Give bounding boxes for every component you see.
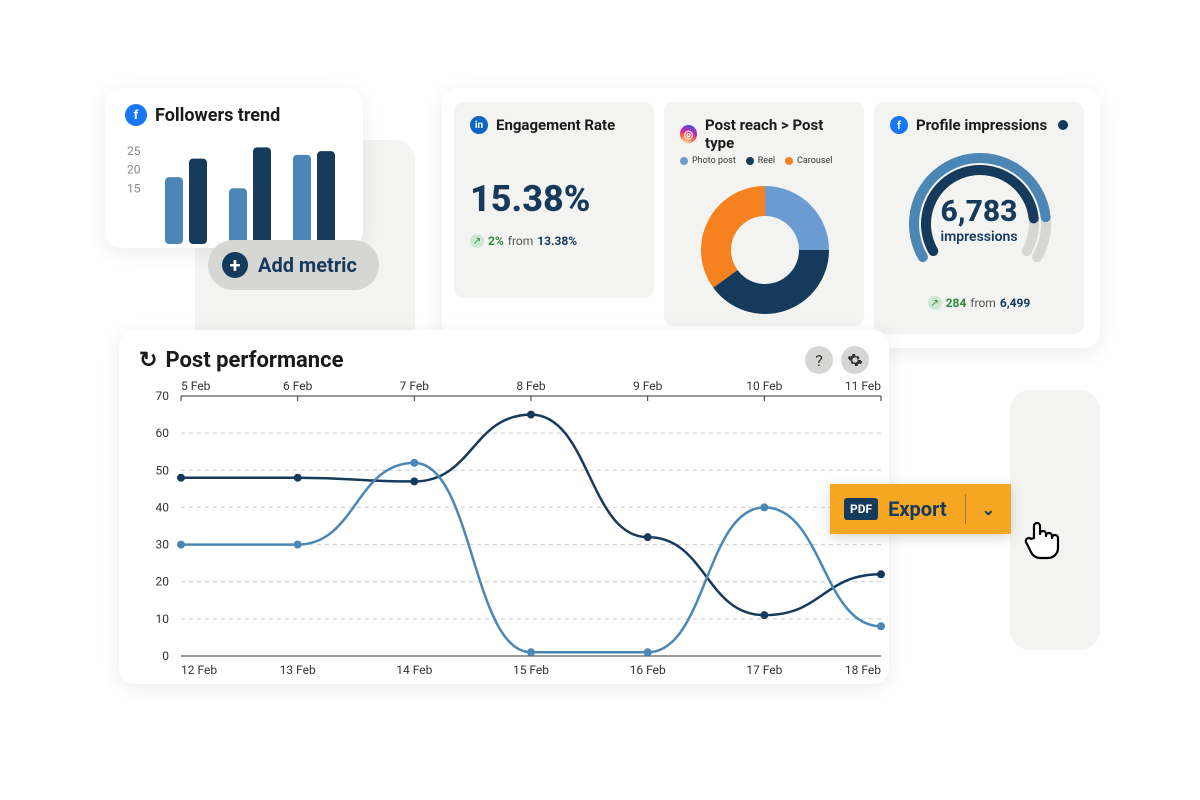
engagement-rate-card: in Engagement Rate 15.38% ↗ 2% from 13.3… — [454, 102, 654, 298]
svg-text:70: 70 — [156, 389, 170, 403]
gear-icon — [847, 352, 863, 368]
export-label: Export — [888, 497, 965, 521]
impressions-value: 6,783 — [890, 194, 1068, 229]
impressions-delta: ↗ 284 from 6,499 — [890, 296, 1068, 310]
engagement-delta: ↗ 2% from 13.38% — [470, 234, 638, 248]
settings-button[interactable] — [841, 346, 869, 374]
post-reach-legend: Photo postReelCarousel — [680, 156, 848, 166]
svg-text:11 Feb: 11 Feb — [845, 379, 881, 393]
post-reach-title: ◎ Post reach > Post type — [680, 116, 848, 152]
post-reach-card: ◎ Post reach > Post type Photo postReelC… — [664, 102, 864, 326]
engagement-value: 15.38% — [470, 178, 638, 220]
add-metric-button[interactable]: + Add metric — [208, 240, 379, 290]
facebook-icon: f — [890, 116, 908, 134]
svg-text:15: 15 — [127, 181, 141, 195]
engagement-title: in Engagement Rate — [470, 116, 638, 134]
svg-text:5 Feb: 5 Feb — [181, 379, 211, 393]
instagram-icon: ◎ — [680, 125, 697, 143]
post-performance-title: ↻ Post performance — [139, 348, 343, 373]
svg-text:20: 20 — [156, 575, 170, 589]
loop-icon: ↻ — [139, 348, 157, 373]
chevron-down-icon[interactable]: ⌄ — [966, 500, 1011, 519]
profile-impressions-card: f Profile impressions 6,783 impressions … — [874, 102, 1084, 334]
followers-trend-title: f Followers trend — [125, 104, 343, 126]
impressions-label: Profile impressions — [916, 116, 1047, 134]
svg-text:10: 10 — [156, 612, 170, 626]
followers-trend-card: f Followers trend 15 20 25 — [105, 88, 363, 248]
impressions-gauge-wrap: 6,783 impressions — [890, 140, 1068, 290]
help-button[interactable]: ? — [805, 346, 833, 374]
up-arrow-icon: ↗ — [470, 234, 484, 248]
svg-text:60: 60 — [156, 426, 170, 440]
svg-text:13 Feb: 13 Feb — [280, 663, 316, 677]
svg-text:15 Feb: 15 Feb — [513, 663, 549, 677]
svg-text:18 Feb: 18 Feb — [845, 663, 881, 677]
svg-text:16 Feb: 16 Feb — [630, 663, 666, 677]
svg-text:17 Feb: 17 Feb — [746, 663, 782, 677]
svg-text:30: 30 — [156, 538, 170, 552]
export-button[interactable]: PDF Export ⌄ — [830, 484, 1011, 534]
post-performance-label: Post performance — [165, 348, 343, 373]
svg-text:25: 25 — [127, 144, 141, 158]
post-reach-label: Post reach > Post type — [705, 116, 848, 152]
svg-text:12 Feb: 12 Feb — [181, 663, 217, 677]
impressions-title: f Profile impressions — [890, 116, 1068, 134]
impressions-unit: impressions — [890, 229, 1068, 245]
svg-text:8 Feb: 8 Feb — [516, 379, 546, 393]
svg-text:6 Feb: 6 Feb — [283, 379, 313, 393]
facebook-icon: f — [125, 104, 147, 126]
add-metric-label: Add metric — [258, 253, 357, 277]
svg-text:14 Feb: 14 Feb — [396, 663, 432, 677]
metrics-panel: in Engagement Rate 15.38% ↗ 2% from 13.3… — [442, 88, 1100, 348]
engagement-label: Engagement Rate — [496, 116, 615, 134]
svg-text:20: 20 — [127, 163, 141, 177]
up-arrow-icon: ↗ — [928, 296, 942, 310]
linkedin-icon: in — [470, 116, 488, 134]
plus-icon: + — [222, 252, 248, 278]
svg-text:9 Feb: 9 Feb — [633, 379, 663, 393]
followers-trend-label: Followers trend — [155, 105, 280, 126]
post-reach-donut — [680, 172, 850, 322]
svg-text:7 Feb: 7 Feb — [400, 379, 430, 393]
post-performance-chart: 0 10 20 30 40 50 60 70 5 Feb 12 Feb 6 Feb 13 Feb 7 F… — [139, 378, 891, 698]
svg-text:50: 50 — [156, 463, 170, 477]
svg-text:10 Feb: 10 Feb — [746, 379, 782, 393]
indicator-dot-icon — [1058, 120, 1068, 130]
svg-text:0: 0 — [162, 649, 169, 663]
cursor-hand-icon — [1018, 518, 1068, 568]
svg-text:40: 40 — [156, 500, 170, 514]
followers-bar-chart: 15 20 25 — [125, 134, 355, 244]
post-performance-card: ↻ Post performance ? 0 10 20 30 40 50 60 70 5 Fe… — [119, 330, 889, 684]
pdf-badge: PDF — [844, 498, 878, 520]
